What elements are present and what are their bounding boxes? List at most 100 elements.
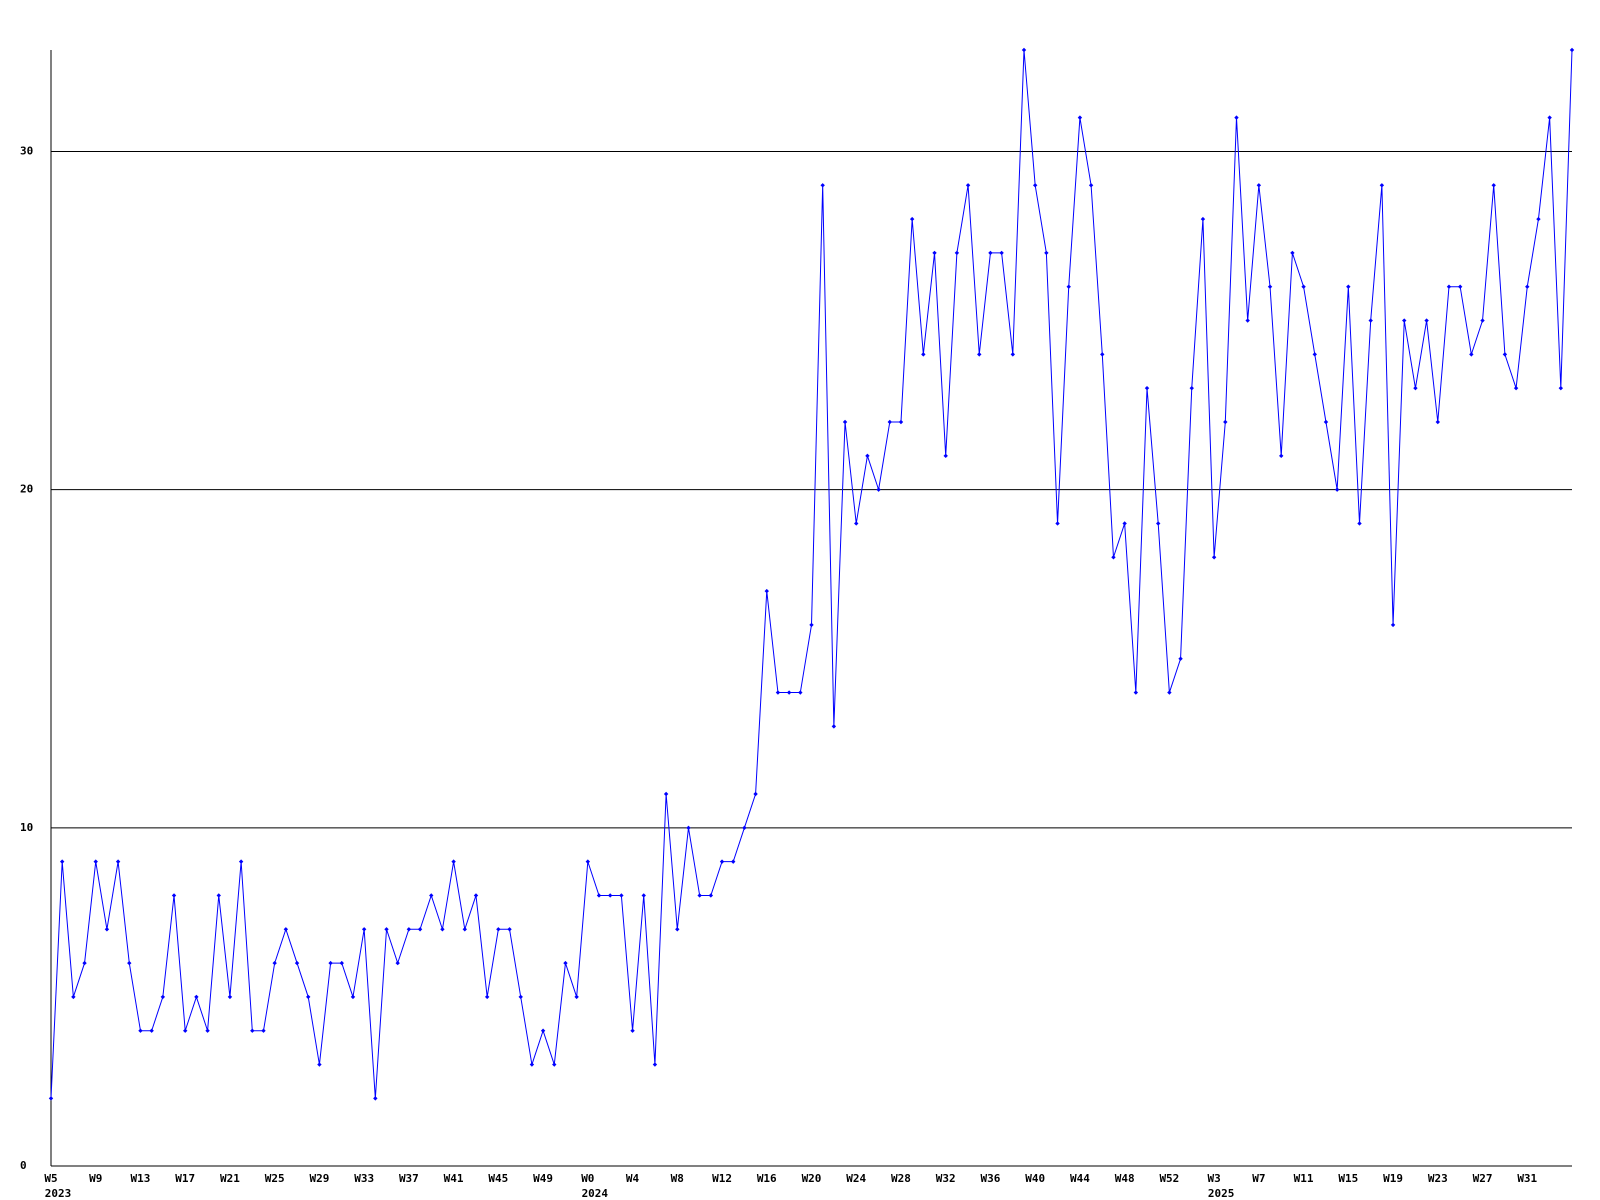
data-point: [887, 419, 892, 425]
data-point: [1390, 622, 1396, 628]
data-point: [317, 1062, 322, 1067]
data-point: [954, 250, 960, 256]
x-tick-label: W27: [1473, 1172, 1493, 1185]
data-point: [71, 994, 76, 1000]
data-point: [977, 352, 982, 357]
x-tick-label: W28: [891, 1172, 911, 1185]
data-point: [898, 419, 904, 425]
data-point: [563, 960, 568, 966]
x-tick-label: W9: [89, 1172, 102, 1185]
data-point: [675, 927, 680, 932]
x-tick-label: W52: [1159, 1172, 1179, 1185]
data-point: [1010, 352, 1016, 357]
data-point: [831, 724, 837, 729]
data-point: [429, 893, 434, 898]
data-point: [149, 1028, 154, 1033]
data-point: [809, 622, 814, 628]
data-point: [138, 1028, 143, 1033]
data-point: [1155, 521, 1161, 526]
data-point: [1088, 183, 1094, 188]
data-point: [373, 1096, 378, 1101]
data-point: [820, 183, 825, 188]
data-point: [697, 893, 702, 898]
data-point: [540, 1028, 546, 1033]
data-point: [82, 960, 87, 966]
data-point: [1077, 115, 1083, 120]
data-point: [1513, 385, 1519, 391]
data-point: [440, 927, 445, 932]
data-point: [194, 994, 199, 1000]
x-tick-label: W4: [626, 1172, 640, 1185]
x-year-label: 2024: [582, 1187, 609, 1200]
data-point: [1144, 385, 1150, 391]
data-point: [127, 960, 132, 966]
data-point: [663, 791, 669, 797]
data-point: [630, 1028, 635, 1033]
data-point: [1189, 385, 1194, 391]
y-tick-label: 0: [20, 1159, 27, 1172]
x-tick-label: W37: [399, 1172, 419, 1185]
data-point: [1279, 453, 1284, 459]
data-point: [731, 859, 736, 864]
data-point: [775, 690, 781, 695]
data-point: [183, 1028, 188, 1033]
x-tick-label: W15: [1338, 1172, 1358, 1185]
data-point: [1323, 419, 1329, 425]
data-point: [1547, 115, 1552, 120]
x-tick-label: W31: [1517, 1172, 1537, 1185]
data-point: [294, 960, 300, 966]
data-point: [1111, 555, 1116, 560]
y-tick-label: 30: [20, 144, 33, 157]
data-point: [764, 588, 769, 594]
x-tick-label: W36: [981, 1172, 1001, 1185]
data-point: [1525, 284, 1530, 289]
data-point: [1223, 419, 1228, 425]
x-tick-label: W13: [131, 1172, 151, 1185]
data-point: [1200, 216, 1206, 222]
data-point: [1402, 318, 1407, 323]
data-point: [708, 893, 714, 898]
x-tick-label: W17: [175, 1172, 195, 1185]
data-point: [238, 859, 244, 864]
data-point: [1368, 318, 1373, 323]
data-point: [753, 791, 758, 797]
data-point: [1435, 419, 1440, 425]
data-point: [160, 994, 166, 1000]
y-tick-label: 10: [20, 821, 33, 834]
x-tick-label: W23: [1428, 1172, 1448, 1185]
data-point: [988, 250, 993, 256]
data-point: [1357, 521, 1362, 526]
x-tick-label: W12: [712, 1172, 732, 1185]
data-point: [999, 250, 1004, 256]
data-point: [854, 521, 859, 526]
data-point: [306, 994, 311, 1000]
data-point: [361, 927, 367, 932]
x-tick-label: W44: [1070, 1172, 1090, 1185]
data-point: [216, 893, 221, 898]
data-point: [1569, 47, 1575, 53]
x-tick-label: W48: [1115, 1172, 1135, 1185]
data-point: [1480, 318, 1485, 323]
data-point: [261, 1028, 266, 1033]
data-point: [842, 419, 848, 425]
data-point: [205, 1028, 210, 1033]
data-line: [50, 49, 1573, 1099]
data-point: [1301, 284, 1306, 289]
x-tick-label: W45: [488, 1172, 508, 1185]
data-point: [1379, 183, 1385, 188]
data-point: [686, 825, 691, 831]
data-point: [1256, 183, 1262, 188]
x-tick-label: W32: [936, 1172, 956, 1185]
data-point: [1044, 250, 1049, 256]
data-point: [1558, 385, 1564, 391]
x-tick-label: W5: [44, 1172, 57, 1185]
x-tick-label: W0: [581, 1172, 594, 1185]
data-point: [1055, 521, 1060, 526]
data-point: [909, 216, 915, 222]
data-point: [1312, 352, 1317, 357]
data-point: [1424, 318, 1429, 323]
data-point: [921, 352, 926, 357]
data-point: [786, 690, 792, 695]
